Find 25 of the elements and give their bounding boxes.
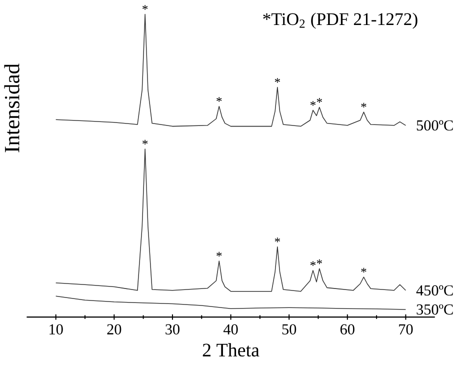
annotation: *TiO$_{2}$ (PDF 21-1272) (263, 12, 418, 29)
annotation: * (274, 78, 280, 83)
x-tick-label: 70 (399, 324, 413, 334)
x-tick-label: 50 (282, 324, 296, 334)
x-tick-label: 20 (107, 324, 122, 334)
annotation: * (316, 98, 322, 103)
x-axis-title: 2 Theta (202, 343, 260, 357)
annotation: * (216, 252, 222, 257)
annotation: * (310, 261, 316, 266)
annotation: * (316, 259, 322, 264)
annotation: * (361, 268, 366, 273)
series-label: 450ºC (416, 285, 453, 296)
annotation: * (361, 102, 366, 108)
x-tick-label: 60 (340, 324, 354, 334)
series-label: 350ºC (416, 304, 453, 315)
series-label: 500ºC (416, 120, 453, 131)
x-tick-label: 10 (50, 324, 63, 334)
annotation: * (216, 97, 222, 102)
x-tick-label: 30 (166, 324, 180, 334)
x-tick-label: 40 (223, 324, 238, 334)
annotation: * (142, 5, 148, 10)
annotation: * (274, 238, 280, 242)
annotation: * (142, 140, 148, 144)
annotation: * (310, 101, 316, 106)
y-axis-title: Intensidad (4, 64, 20, 152)
